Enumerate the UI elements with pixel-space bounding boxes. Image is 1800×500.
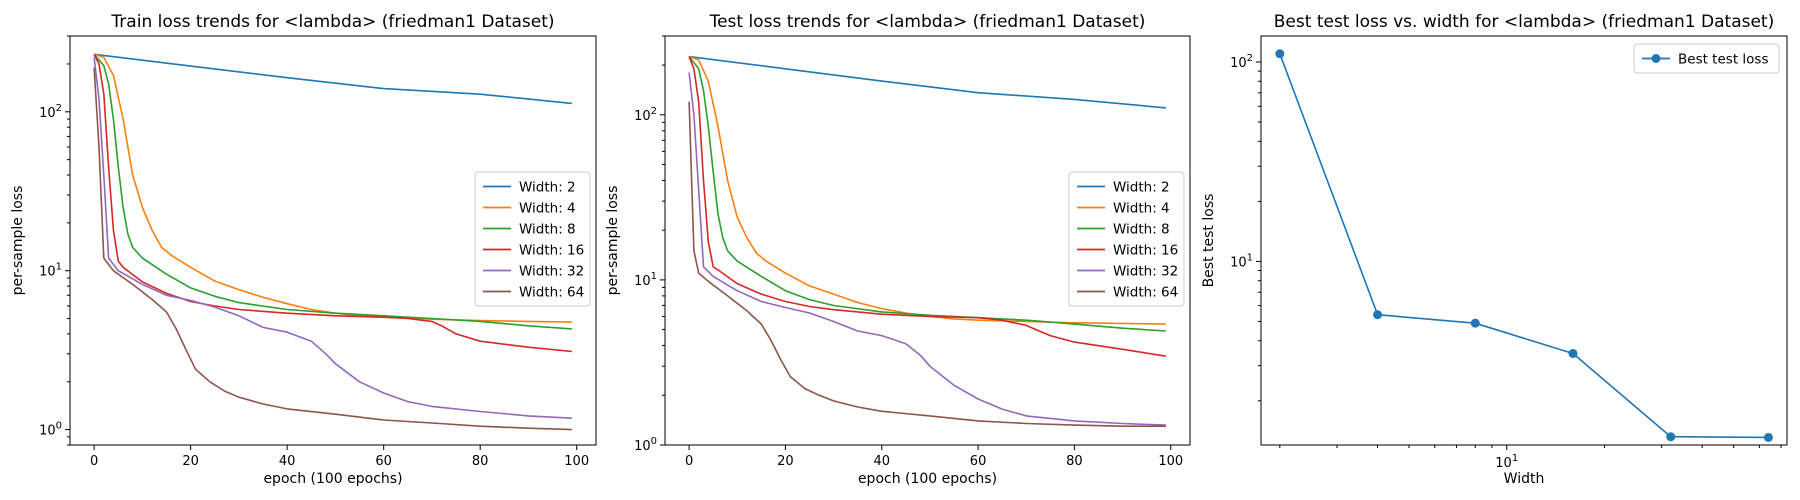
axes-frame xyxy=(664,35,1191,446)
series-line xyxy=(688,101,1166,427)
legend-label: Width: 4 xyxy=(1113,201,1170,217)
x-tick-label: 100 xyxy=(1158,454,1183,469)
axes-frame xyxy=(1260,35,1788,446)
series-line xyxy=(93,67,572,431)
y-tick-label: 101 xyxy=(1230,252,1253,270)
legend-label: Width: 8 xyxy=(1113,222,1170,238)
data-point xyxy=(1666,432,1676,442)
x-axis-label: Width xyxy=(1504,471,1545,487)
y-tick-label: 100 xyxy=(39,421,62,439)
series-1 xyxy=(1275,49,1773,442)
series-3 xyxy=(93,53,572,330)
legend-frame xyxy=(1633,43,1780,74)
series-line xyxy=(688,72,1166,426)
legend-label: Width: 8 xyxy=(519,222,576,238)
y-tick-label: 102 xyxy=(634,106,657,124)
series-line xyxy=(93,53,572,353)
data-point xyxy=(1568,349,1578,359)
legend-entry: Width: 2 xyxy=(1077,180,1170,196)
legend-frame xyxy=(474,171,591,307)
chart-panel-1: 0 20 40 60 80 100 100 101 102 Train loss trends f… xyxy=(10,12,597,487)
series-6 xyxy=(688,101,1166,427)
legend-label: Width: 64 xyxy=(1113,285,1178,301)
x-axis-label: epoch (100 epochs) xyxy=(263,471,402,487)
x-tick-label: 20 xyxy=(182,454,199,469)
axes-frame xyxy=(69,35,597,446)
legend-entry: Best test loss xyxy=(1642,52,1768,68)
legend-label: Width: 16 xyxy=(1113,243,1178,259)
x-tick-label: 20 xyxy=(777,454,794,469)
legend-label: Width: 4 xyxy=(519,201,576,217)
series-1 xyxy=(94,53,572,105)
x-tick-label: 40 xyxy=(873,454,890,469)
series-6 xyxy=(93,67,572,431)
data-point xyxy=(1763,432,1773,442)
series-line xyxy=(94,53,572,105)
legend-label: Width: 64 xyxy=(519,285,584,301)
chart-title: Test loss trends for <lambda> (friedman1… xyxy=(709,12,1146,32)
legend-entry: Width: 4 xyxy=(1077,201,1170,217)
legend-label: Width: 2 xyxy=(1113,180,1170,196)
x-tick-label: 60 xyxy=(970,454,987,469)
legend-entry: Width: 32 xyxy=(483,264,584,280)
y-tick-label: 100 xyxy=(634,436,657,454)
series-line xyxy=(688,56,1167,357)
series-3 xyxy=(688,56,1166,332)
data-point xyxy=(1470,318,1480,328)
x-tick-label: 0 xyxy=(90,454,98,469)
chart-title: Train loss trends for <lambda> (friedman… xyxy=(110,12,554,32)
series-line xyxy=(93,57,572,419)
series-line xyxy=(93,53,572,330)
data-point xyxy=(1275,49,1285,59)
series-4 xyxy=(93,53,572,353)
legend-entry: Width: 4 xyxy=(483,201,576,217)
y-tick-label: 101 xyxy=(39,262,62,280)
legend-entry: Width: 2 xyxy=(483,180,576,196)
chart-panel-2: 0 20 40 60 80 100 100 101 102 Test loss trends fo… xyxy=(605,12,1191,487)
x-tick-label: 60 xyxy=(375,454,392,469)
legend-label: Best test loss xyxy=(1678,52,1768,68)
x-tick-label: 40 xyxy=(279,454,296,469)
legend: Width: 2 Width: 4 Width: 8 Width: 16 Width: … xyxy=(1068,171,1185,307)
x-tick-label: 80 xyxy=(1066,454,1083,469)
series-line xyxy=(688,56,1166,332)
y-tick-label: 101 xyxy=(634,271,657,289)
series-5 xyxy=(93,57,572,419)
x-tick-label: 0 xyxy=(685,454,693,469)
legend-marker xyxy=(1651,54,1661,63)
y-tick-label: 102 xyxy=(39,103,62,121)
y-tick-label: 102 xyxy=(1230,53,1253,71)
legend-entry: Width: 8 xyxy=(1077,222,1170,238)
legend-entry: Width: 64 xyxy=(1077,285,1178,301)
series-1 xyxy=(688,55,1166,109)
data-point xyxy=(1373,310,1383,320)
legend-entry: Width: 64 xyxy=(483,285,584,301)
series-line xyxy=(688,55,1166,109)
y-axis-label: Best test loss xyxy=(1201,194,1217,288)
x-axis-label: epoch (100 epochs) xyxy=(858,471,997,487)
legend: Width: 2 Width: 4 Width: 8 Width: 16 Width: … xyxy=(474,171,591,307)
series-line xyxy=(1279,53,1769,439)
legend-label: Width: 32 xyxy=(1113,264,1178,280)
legend-entry: Width: 8 xyxy=(483,222,576,238)
legend-entry: Width: 16 xyxy=(1077,243,1178,259)
legend-entry: Width: 16 xyxy=(483,243,584,259)
x-tick-label: 101 xyxy=(1495,453,1518,471)
chart-panel-3: 101 101 102 Best test loss vs. width for <l… xyxy=(1201,12,1788,487)
series-4 xyxy=(688,56,1167,357)
y-axis-label: per-sample loss xyxy=(605,186,621,296)
x-tick-label: 80 xyxy=(472,454,489,469)
legend-entry: Width: 32 xyxy=(1077,264,1178,280)
legend-frame xyxy=(1068,171,1185,307)
x-tick-label: 100 xyxy=(564,454,589,469)
legend-label: Width: 2 xyxy=(519,180,576,196)
y-axis-label: per-sample loss xyxy=(10,186,26,296)
legend-label: Width: 32 xyxy=(519,264,584,280)
legend-label: Width: 16 xyxy=(519,243,584,259)
series-5 xyxy=(688,72,1166,426)
legend: Best test loss xyxy=(1633,43,1780,74)
chart-title: Best test loss vs. width for <lambda> (f… xyxy=(1274,12,1774,32)
